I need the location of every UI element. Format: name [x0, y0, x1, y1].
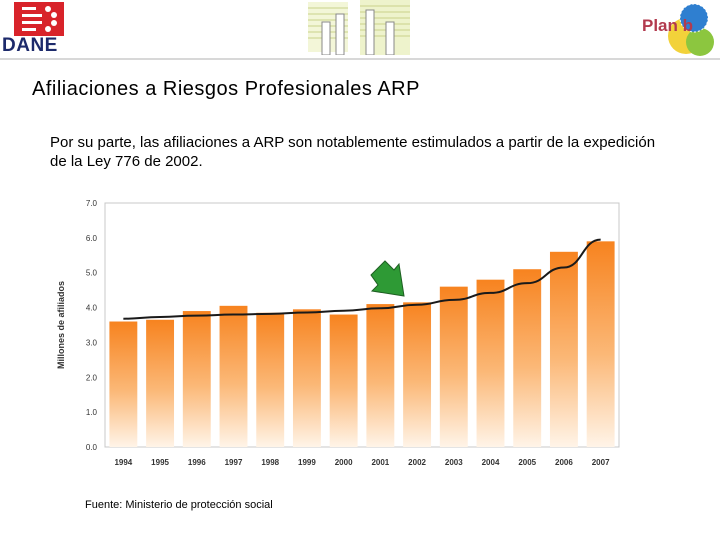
x-tick-label: 1999 — [298, 458, 316, 467]
planb-logo-text: Plan b — [642, 16, 694, 35]
bar-2004 — [476, 279, 505, 447]
bar-1999 — [292, 309, 321, 447]
x-tick-label: 1995 — [151, 458, 169, 467]
y-tick-label: 1.0 — [86, 408, 98, 417]
y-tick-label: 0.0 — [86, 443, 98, 452]
dane-logo-mark-icon — [14, 2, 64, 36]
x-tick-label: 1998 — [261, 458, 279, 467]
x-tick-label: 2004 — [482, 458, 500, 467]
source-note: Fuente: Ministerio de protección social — [85, 499, 273, 511]
header-divider — [0, 58, 720, 60]
x-tick-label: 2003 — [445, 458, 463, 467]
planb-globe-icon — [668, 3, 714, 56]
y-tick-label: 2.0 — [86, 373, 98, 382]
annotation-arrow-icon — [370, 260, 405, 297]
x-tick-label: 2006 — [555, 458, 573, 467]
bar-2000 — [329, 314, 358, 447]
bar-1998 — [256, 312, 285, 447]
bar-2002 — [403, 302, 432, 447]
bar-2003 — [439, 286, 468, 447]
bar-2005 — [513, 269, 542, 447]
planb-logo: Plan b — [636, 0, 720, 58]
bar-2001 — [366, 304, 395, 447]
x-axis: 1994 1995 1996 1997 1998 1999 2000 2001 2002 2003… — [114, 458, 610, 467]
y-tick-label: 3.0 — [86, 338, 98, 347]
y-tick-label: 4.0 — [86, 304, 98, 313]
x-tick-label: 1996 — [188, 458, 206, 467]
bars — [109, 241, 615, 447]
slide-title: Afiliaciones a Riesgos Profesionales ARP — [32, 78, 420, 100]
bar-1997 — [219, 305, 248, 447]
x-tick-label: 2002 — [408, 458, 426, 467]
bar-1996 — [182, 311, 211, 447]
trend-line — [123, 238, 601, 320]
x-tick-label: 2007 — [592, 458, 610, 467]
dane-logo-text: DANE — [2, 35, 58, 56]
plot-area-frame — [104, 202, 620, 448]
bar-2006 — [549, 251, 578, 447]
x-tick-label: 2001 — [371, 458, 389, 467]
x-tick-label: 1997 — [225, 458, 243, 467]
y-axis: 0.0 1.0 2.0 3.0 4.0 5.0 6.0 7.0 — [86, 199, 98, 452]
y-tick-label: 7.0 — [86, 199, 98, 208]
x-tick-label: 2000 — [335, 458, 353, 467]
bar-1995 — [146, 319, 175, 447]
arp-affiliations-chart: 0.01.02.03.04.05.06.07.0 1994 1995 1996 199… — [56, 199, 620, 467]
x-tick-label: 2005 — [518, 458, 536, 467]
header-decoration — [308, 0, 410, 55]
y-tick-label: 5.0 — [86, 269, 98, 278]
slide-body-text: Por su parte, las afiliaciones a ARP son… — [50, 134, 656, 170]
y-axis-title: Millones de afiliados — [56, 281, 66, 369]
bar-2007 — [586, 241, 615, 447]
x-tick-label: 1994 — [114, 458, 132, 467]
dane-logo: DANE — [2, 2, 78, 56]
y-tick-label: 6.0 — [86, 234, 98, 243]
bar-1994 — [109, 321, 138, 447]
